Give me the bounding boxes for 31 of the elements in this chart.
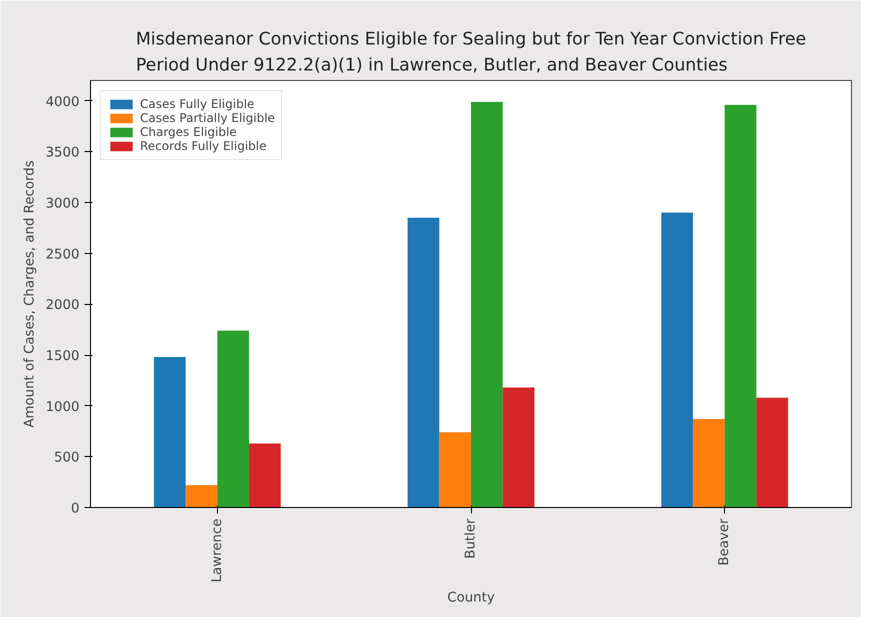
bar (661, 212, 693, 508)
x-axis-title: County (447, 590, 495, 606)
bar (471, 102, 503, 508)
legend-label: Cases Partially Eligible (140, 111, 275, 125)
legend-label: Records Fully Eligible (140, 139, 266, 153)
bar (439, 432, 471, 508)
legend-label: Cases Fully Eligible (140, 97, 254, 111)
bar (408, 218, 440, 508)
y-tick-label: 500 (54, 450, 80, 466)
y-tick-label: 1000 (46, 400, 80, 415)
bar (154, 357, 186, 508)
x-tick-label: Beaver (717, 518, 732, 566)
x-tick-label: Butler (464, 518, 478, 559)
bar (724, 104, 756, 508)
y-tick-label: 2000 (46, 298, 80, 314)
y-tick-label: 3500 (46, 146, 80, 161)
y-tick-label: 1500 (46, 349, 80, 364)
y-tick-label: 0 (71, 502, 80, 516)
y-tick-label: 2500 (46, 247, 80, 262)
bar (756, 398, 788, 508)
x-tick-label: Lawrence (210, 518, 225, 582)
bar (502, 388, 534, 508)
bar (692, 419, 725, 508)
bar (249, 443, 281, 508)
bar (217, 330, 250, 508)
y-tick-label: 3000 (46, 196, 80, 212)
y-axis-title: Amount of Cases, Charges, and Records (22, 160, 38, 428)
chart-title: Misdemeanor Convictions Eligible for Sealing but for Ten Year Conviction Free Period Under 9122.2(a)(1) in Lawrence, Butler, and Beaver Counties (136, 30, 806, 76)
legend-label: Charges Eligible (140, 125, 237, 139)
bar (186, 485, 218, 508)
y-tick-label: 4000 (46, 94, 80, 110)
